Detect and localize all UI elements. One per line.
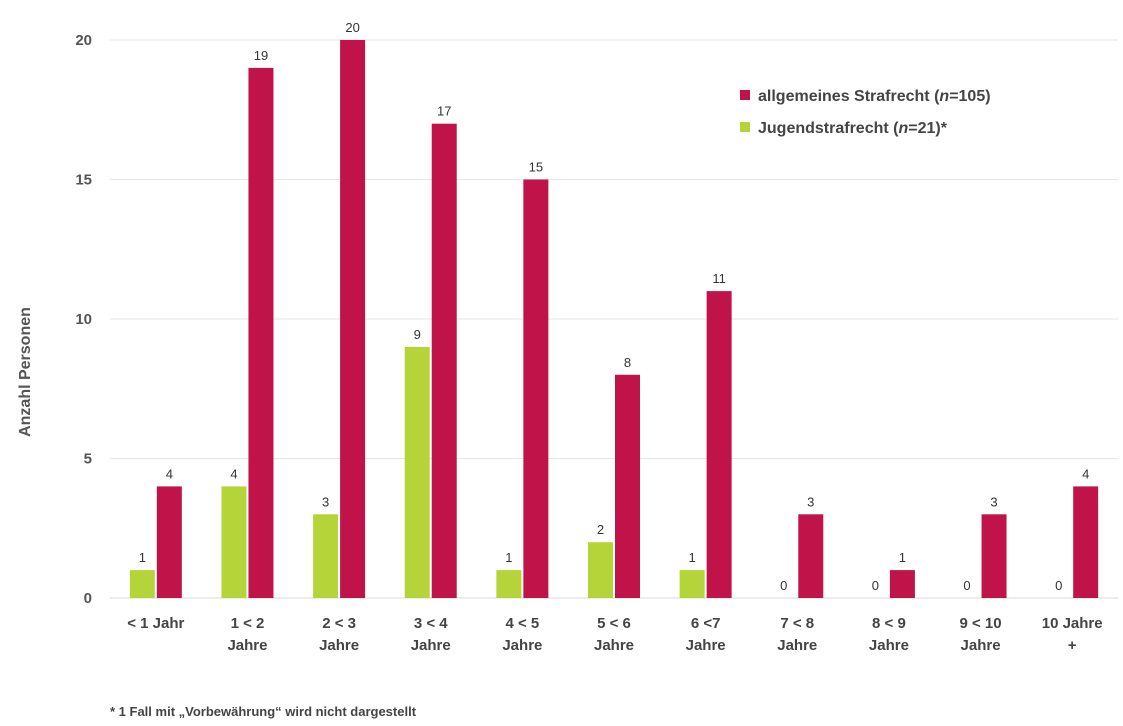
x-category-5-line-1: Jahre bbox=[594, 637, 634, 654]
y-tick-0: 0 bbox=[84, 590, 92, 607]
bar-jugend-5 bbox=[588, 542, 613, 598]
legend-swatch-0 bbox=[740, 90, 750, 100]
x-category-1-line-1: Jahre bbox=[227, 637, 267, 654]
bar-jugend-1 bbox=[221, 486, 247, 598]
y-tick-5: 5 bbox=[84, 451, 92, 468]
data-label-allgemein-2: 20 bbox=[345, 20, 359, 35]
x-category-7-line-0: 7 < 8 bbox=[780, 615, 814, 632]
x-axis-categories: < 1 Jahr 1 < 2 Jahre 2 < 3 Jahre 3 < 4 Jahre 4 … bbox=[127, 615, 1102, 654]
x-category-9-line-0: 9 < 10 bbox=[959, 615, 1001, 632]
data-label-jugend-8: 0 bbox=[872, 578, 879, 593]
y-axis-label: Anzahl Personen bbox=[17, 307, 34, 437]
x-category-7-line-1: Jahre bbox=[777, 637, 817, 654]
data-label-allgemein-1: 19 bbox=[254, 48, 268, 63]
bar-allgemein-4 bbox=[523, 179, 549, 598]
data-label-allgemein-3: 17 bbox=[437, 104, 451, 119]
data-label-jugend-10: 0 bbox=[1055, 578, 1062, 593]
bar-allgemein-2 bbox=[340, 40, 366, 598]
bar-allgemein-6 bbox=[706, 291, 732, 598]
bar-allgemein-1 bbox=[248, 67, 274, 598]
footnote: * 1 Fall mit „Vorbewährung“ wird nicht d… bbox=[110, 704, 417, 719]
x-category-8-line-1: Jahre bbox=[869, 637, 909, 654]
data-label-jugend-9: 0 bbox=[963, 578, 970, 593]
legend-label-0: allgemeines Strafrecht (n=105) bbox=[758, 88, 991, 105]
gridlines bbox=[110, 39, 1118, 599]
y-tick-20: 20 bbox=[75, 32, 92, 49]
y-tick-10: 10 bbox=[75, 311, 92, 328]
data-label-allgemein-10: 4 bbox=[1082, 466, 1089, 481]
data-label-allgemein-9: 3 bbox=[990, 494, 997, 509]
data-label-jugend-1: 4 bbox=[230, 466, 237, 481]
bar-allgemein-3 bbox=[431, 123, 457, 598]
x-category-10-line-0: 10 Jahre bbox=[1042, 615, 1103, 632]
bar-jugend-3 bbox=[404, 346, 430, 598]
bar-allgemein-8 bbox=[889, 570, 915, 598]
y-tick-15: 15 bbox=[75, 172, 92, 189]
x-category-10-line-1: + bbox=[1068, 637, 1077, 654]
legend-swatch-1 bbox=[740, 122, 750, 132]
bar-allgemein-5 bbox=[615, 374, 640, 598]
x-category-9-line-1: Jahre bbox=[961, 637, 1001, 654]
data-label-jugend-2: 3 bbox=[322, 494, 329, 509]
bar-allgemein-10 bbox=[1073, 486, 1099, 598]
x-category-2-line-0: 2 < 3 bbox=[322, 615, 356, 632]
bar-jugend-2 bbox=[313, 514, 339, 598]
data-label-allgemein-8: 1 bbox=[899, 550, 906, 565]
data-label-jugend-5: 2 bbox=[597, 522, 604, 537]
x-category-3-line-0: 3 < 4 bbox=[414, 615, 448, 632]
bar-allgemein-9 bbox=[981, 514, 1007, 598]
bar-jugend-0 bbox=[129, 570, 155, 598]
bar-allgemein-0 bbox=[156, 486, 182, 598]
x-category-2-line-1: Jahre bbox=[319, 637, 359, 654]
data-label-allgemein-6: 11 bbox=[712, 271, 726, 286]
data-label-jugend-6: 1 bbox=[689, 550, 696, 565]
x-category-4-line-0: 4 < 5 bbox=[505, 615, 539, 632]
data-label-jugend-3: 9 bbox=[414, 327, 421, 342]
data-label-jugend-7: 0 bbox=[780, 578, 787, 593]
x-category-0-line-0: < 1 Jahr bbox=[127, 615, 184, 632]
data-label-jugend-0: 1 bbox=[139, 550, 146, 565]
bar-jugend-4 bbox=[496, 570, 522, 598]
x-category-4-line-1: Jahre bbox=[502, 637, 542, 654]
x-category-1-line-0: 1 < 2 bbox=[231, 615, 265, 632]
x-category-6-line-1: Jahre bbox=[686, 637, 726, 654]
x-category-8-line-0: 8 < 9 bbox=[872, 615, 906, 632]
data-label-allgemein-0: 4 bbox=[166, 466, 173, 481]
x-category-6-line-0: 6 <7 bbox=[691, 615, 721, 632]
x-category-3-line-1: Jahre bbox=[411, 637, 451, 654]
data-label-allgemein-5: 8 bbox=[624, 355, 631, 370]
data-label-allgemein-7: 3 bbox=[807, 494, 814, 509]
legend-label-1: Jugendstrafrecht (n=21)* bbox=[758, 120, 948, 137]
bars bbox=[129, 40, 1099, 598]
data-label-jugend-4: 1 bbox=[505, 550, 512, 565]
bar-jugend-6 bbox=[679, 570, 705, 598]
data-label-allgemein-4: 15 bbox=[529, 160, 543, 175]
bar-allgemein-7 bbox=[798, 514, 824, 598]
y-axis-ticks: 0 5 10 15 20 bbox=[75, 32, 92, 607]
x-category-5-line-0: 5 < 6 bbox=[597, 615, 631, 632]
legend: allgemeines Strafrecht (n=105) Jugendstra… bbox=[740, 88, 991, 137]
